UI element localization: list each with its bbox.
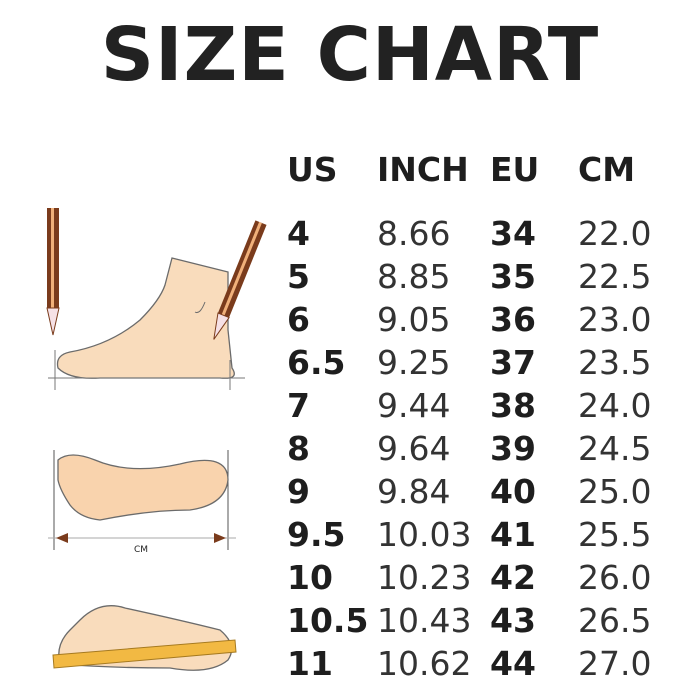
cell-inch: 9.05 (377, 300, 451, 339)
cell-cm: 25.0 (578, 472, 652, 511)
cell-inch: 9.64 (377, 429, 451, 468)
cell-us: 6.5 (287, 343, 346, 382)
cell-inch: 10.62 (377, 644, 472, 683)
cell-eu: 42 (490, 558, 536, 597)
cell-us: 9.5 (287, 515, 346, 554)
cell-eu: 41 (490, 515, 536, 554)
cell-us: 4 (287, 214, 310, 253)
cell-us: 11 (287, 644, 333, 683)
cell-cm: 22.0 (578, 214, 652, 253)
cell-cm: 22.5 (578, 257, 652, 296)
cell-inch: 9.44 (377, 386, 451, 425)
page-title: SIZE CHART (100, 12, 600, 98)
cell-inch: 9.25 (377, 343, 451, 382)
cell-us: 6 (287, 300, 310, 339)
cell-inch: 10.43 (377, 601, 472, 640)
cell-us: 9 (287, 472, 310, 511)
cell-cm: 24.0 (578, 386, 652, 425)
cell-eu: 43 (490, 601, 536, 640)
cell-inch: 10.23 (377, 558, 472, 597)
cell-eu: 44 (490, 644, 536, 683)
cell-cm: 23.5 (578, 343, 652, 382)
cell-inch: 10.03 (377, 515, 472, 554)
cell-inch: 8.66 (377, 214, 451, 253)
cell-us: 10 (287, 558, 333, 597)
cell-eu: 35 (490, 257, 536, 296)
cm-label: CM (134, 545, 148, 555)
cell-cm: 23.0 (578, 300, 652, 339)
header-inch: INCH (377, 150, 469, 189)
cell-us: 5 (287, 257, 310, 296)
sole-width-icon: CM (48, 450, 236, 555)
side-foot-icon (46, 208, 267, 390)
cell-eu: 38 (490, 386, 536, 425)
cell-eu: 36 (490, 300, 536, 339)
cell-cm: 25.5 (578, 515, 652, 554)
foot-measure-illustration: CM (46, 208, 267, 671)
cell-cm: 26.5 (578, 601, 652, 640)
cell-us: 10.5 (287, 601, 369, 640)
cell-cm: 24.5 (578, 429, 652, 468)
cell-cm: 26.0 (578, 558, 652, 597)
cell-eu: 39 (490, 429, 536, 468)
header-us: US (287, 150, 338, 189)
cell-eu: 40 (490, 472, 536, 511)
cell-us: 8 (287, 429, 310, 468)
cell-us: 7 (287, 386, 310, 425)
cell-eu: 37 (490, 343, 536, 382)
header-cm: CM (578, 150, 636, 189)
cell-cm: 27.0 (578, 644, 652, 683)
cell-inch: 9.84 (377, 472, 451, 511)
header-eu: EU (490, 150, 540, 189)
cell-inch: 8.85 (377, 257, 451, 296)
ruler-foot-icon (52, 605, 237, 671)
cell-eu: 34 (490, 214, 536, 253)
